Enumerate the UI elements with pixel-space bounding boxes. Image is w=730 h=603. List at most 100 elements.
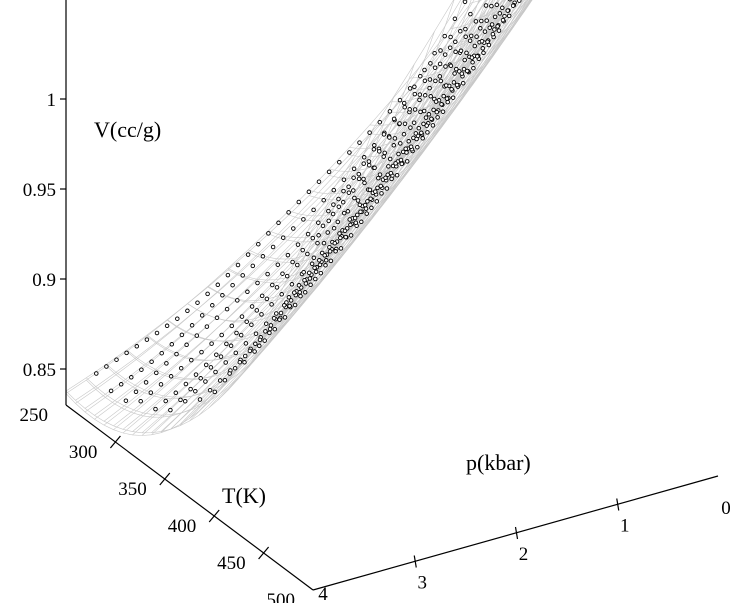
z-tick-label: 1	[47, 90, 57, 111]
data-point	[355, 198, 361, 203]
data-point	[308, 282, 313, 288]
surface-line	[189, 0, 513, 419]
data-point	[422, 67, 427, 73]
data-point	[453, 49, 458, 55]
data-point	[209, 341, 214, 346]
p-tick-label: 1	[620, 516, 630, 537]
surface-line	[160, 0, 532, 432]
data-point	[346, 190, 352, 195]
data-point	[297, 290, 303, 295]
data-point	[418, 73, 423, 79]
data-point	[468, 11, 473, 17]
data-point	[377, 119, 383, 125]
data-point	[377, 149, 382, 154]
data-point	[215, 282, 221, 288]
data-point	[320, 223, 326, 229]
data-point	[433, 78, 438, 84]
data-point	[296, 199, 302, 205]
data-point	[470, 60, 475, 65]
data-point	[487, 25, 492, 30]
data-point	[310, 235, 316, 241]
data-point	[316, 233, 321, 238]
data-point	[335, 219, 341, 225]
data-point	[133, 389, 139, 395]
data-point	[284, 300, 289, 305]
data-point	[337, 231, 342, 236]
data-point	[427, 77, 433, 82]
data-point	[458, 28, 463, 34]
t-tick-label: 350	[118, 479, 147, 500]
data-point	[298, 293, 303, 299]
data-point	[383, 175, 388, 181]
data-point	[254, 308, 260, 313]
surface-line	[293, 0, 468, 265]
data-point	[381, 132, 387, 137]
data-point	[402, 121, 408, 127]
data-point	[404, 159, 410, 164]
data-point	[454, 82, 460, 88]
data-point	[368, 196, 373, 201]
data-point	[282, 315, 288, 320]
data-point	[338, 246, 344, 251]
data-point	[290, 259, 295, 265]
data-point	[394, 172, 400, 178]
data-point	[357, 202, 363, 208]
data-point	[424, 123, 429, 128]
surface-line	[170, 0, 514, 430]
surface-line	[126, 127, 375, 381]
data-point	[274, 311, 279, 316]
data-point	[203, 362, 209, 368]
data-point	[159, 350, 164, 356]
data-point	[351, 175, 356, 180]
data-point	[464, 50, 469, 56]
data-point	[336, 196, 341, 202]
ticks: 0.85 0.9 0.95 1 250 300 350 400 450 500 4 3 2 1 0	[20, 90, 730, 603]
p-tick-label: 3	[418, 573, 428, 594]
data-point	[351, 188, 356, 193]
data-point	[302, 277, 307, 283]
p-tick-label: 0	[721, 498, 730, 519]
data-point	[203, 379, 208, 384]
data-point	[183, 381, 189, 387]
surface-line	[236, 0, 524, 381]
data-point	[154, 370, 159, 376]
data-point	[185, 308, 190, 314]
data-point	[369, 205, 374, 211]
data-point	[393, 161, 398, 166]
surface-line	[312, 0, 487, 255]
data-point	[224, 341, 229, 347]
data-point	[343, 234, 348, 240]
surface-line	[217, 0, 506, 393]
data-point	[341, 188, 346, 194]
data-point	[154, 330, 160, 336]
data-point	[222, 377, 228, 383]
data-point	[285, 252, 291, 258]
data-point	[178, 397, 183, 403]
t-tick	[258, 546, 270, 560]
data-point	[280, 271, 285, 276]
data-point	[358, 209, 363, 214]
data-point	[328, 258, 334, 264]
z-tick-label: 0.85	[23, 360, 56, 381]
data-point	[326, 169, 332, 175]
data-point	[372, 143, 377, 148]
surface-line	[274, 0, 509, 327]
data-point	[484, 18, 489, 23]
data-point	[471, 65, 476, 71]
data-point	[483, 3, 489, 8]
data-point	[506, 13, 512, 19]
surface-line	[122, 0, 522, 430]
surface-line	[450, 0, 529, 44]
data-point	[138, 398, 143, 404]
surface-line	[410, 0, 533, 90]
axes	[65, 0, 719, 591]
data-point	[454, 66, 459, 72]
data-point	[193, 388, 198, 394]
data-point	[227, 371, 232, 376]
surface-line	[65, 2, 472, 394]
data-point	[337, 159, 342, 165]
data-point	[490, 31, 496, 37]
t-tick-label: 250	[20, 405, 49, 426]
data-point	[359, 219, 364, 225]
data-point	[214, 315, 220, 321]
